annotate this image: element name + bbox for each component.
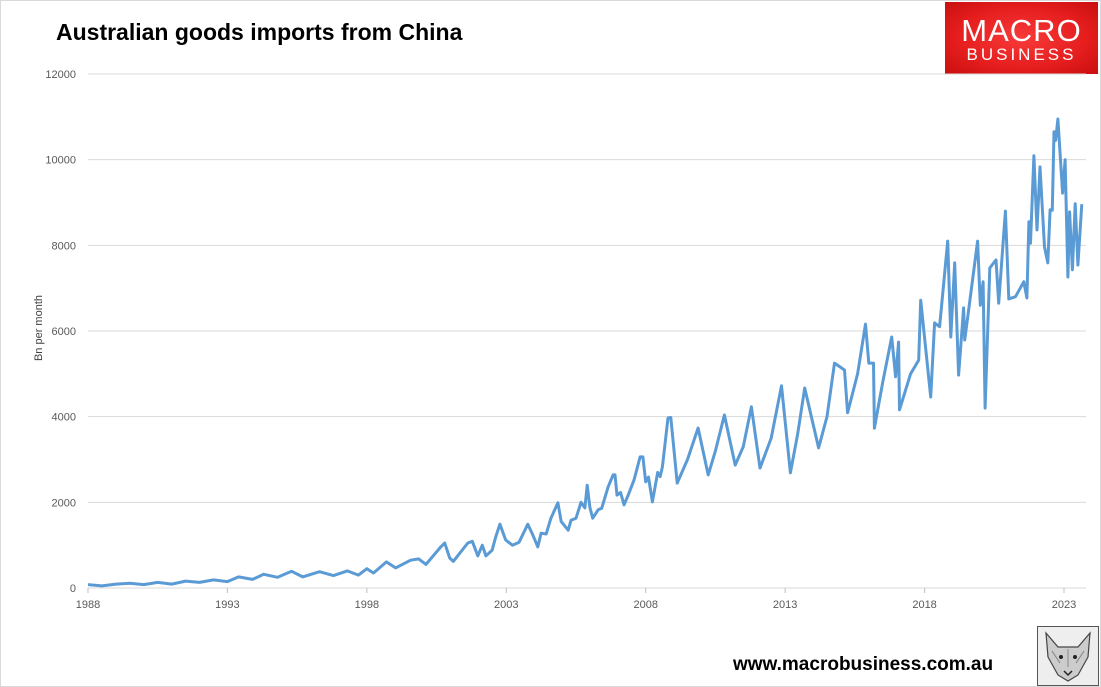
y-tick-label: 8000 xyxy=(52,240,76,252)
x-tick-label: 1993 xyxy=(215,599,239,611)
y-tick-label: 2000 xyxy=(52,497,76,509)
series-line xyxy=(87,117,1084,588)
x-tick-label: 2018 xyxy=(912,599,936,611)
logo-line2: BUSINESS xyxy=(966,45,1077,64)
chart-title: Australian goods imports from China xyxy=(56,19,463,45)
y-tick-label: 10000 xyxy=(45,155,76,167)
macrobusiness-logo: MACRO BUSINESS xyxy=(945,2,1098,74)
y-tick-label: 4000 xyxy=(52,412,76,424)
y-tick-label: 12000 xyxy=(45,69,76,81)
x-tick-label: 2008 xyxy=(633,599,657,611)
x-tick-label: 2013 xyxy=(773,599,797,611)
x-tick-label: 2003 xyxy=(494,599,518,611)
y-tick-label: 6000 xyxy=(52,326,76,338)
wolf-icon xyxy=(1045,631,1091,682)
y-tick-label: 0 xyxy=(70,583,76,595)
x-tick-label: 1988 xyxy=(76,599,100,611)
wolf-mascot-image xyxy=(1037,626,1099,686)
x-tick-label: 1998 xyxy=(355,599,379,611)
logo-line1: MACRO xyxy=(961,13,1082,48)
x-tick-label: 2023 xyxy=(1052,599,1076,611)
website-url: www.macrobusiness.com.au xyxy=(733,654,994,675)
